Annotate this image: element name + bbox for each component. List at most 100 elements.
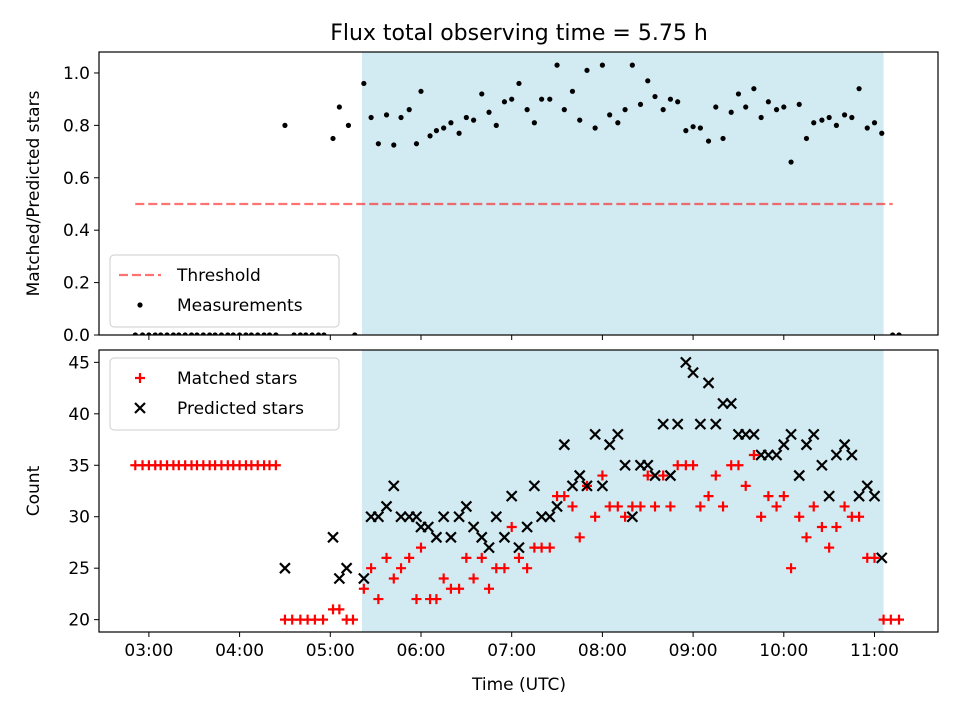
matched-star-point [808,501,819,512]
predicted-star-point [619,459,631,472]
matched-star-point [748,449,759,460]
predicted-star-point [460,500,473,513]
predicted-star-point [702,377,715,389]
measurement-point [236,332,243,335]
measurement-point [856,86,862,92]
measurement-point [743,104,749,110]
measurement-point [248,332,254,335]
measurement-point [433,128,440,134]
measurement-point [841,112,848,118]
measurement-point [896,332,902,335]
predicted-star-point [770,449,783,461]
measurement-point [652,93,658,100]
matched-star-point [650,501,661,512]
y-tick-label: 0.6 [63,169,90,189]
measurement-point [486,109,492,115]
predicted-star-point [453,510,465,523]
predicted-star-point [596,480,609,492]
matched-star-point [334,604,345,615]
matched-star-point [499,563,510,574]
legend: Threshold Measurements [109,254,340,328]
predicted-star-point [521,521,533,533]
measurement-point [406,107,412,113]
matched-star-point [597,470,608,481]
matched-star-point [438,573,449,584]
matched-star-point [404,552,415,563]
measurement-point [713,104,719,110]
series-measurements [132,62,902,335]
measurement-point [456,130,462,136]
measurement-point [667,96,674,102]
predicted-star-point [853,490,865,502]
measurement-point [321,332,327,335]
measurement-point [132,332,138,335]
measurement-point [158,332,164,335]
predicted-star-point [800,438,813,451]
measurement-point [243,332,249,335]
predicted-star-point [649,469,661,482]
matched-star-point [270,460,281,471]
measurement-point [441,125,447,131]
measurement-point [622,107,628,113]
axes-frame [98,51,939,336]
legend-measurement-swatch [137,302,143,308]
measurement-point [516,80,522,87]
legend-box [109,357,340,431]
measurement-point [690,124,696,130]
matched-star-point [590,511,601,522]
matched-star-point [740,480,751,491]
measurement-point [819,117,825,123]
predicted-star-point [861,480,874,492]
measurement-point [375,141,381,147]
measurement-point [765,99,771,105]
predicted-star-point [445,531,457,544]
matched-star-point [468,573,479,584]
measurement-point [773,107,780,113]
predicted-star-point [838,438,851,451]
predicted-star-point [430,531,443,544]
legend-label: Matched stars [177,369,297,389]
y-axis-label: Count [24,465,44,516]
matched-star-point [816,522,827,533]
predicted-star-point [589,428,601,441]
x-axis-label: Time (UTC) [471,675,566,695]
measurement-point [291,332,297,335]
predicted-star-point [868,490,881,502]
matched-star-point [347,614,358,625]
measurement-point [164,332,170,335]
predicted-star-point [846,449,858,461]
legend-label: Threshold [176,266,261,286]
predicted-star-point [687,366,699,379]
measurement-point [207,332,213,335]
predicted-star-point [875,552,888,564]
measurement-point [629,62,635,68]
axes-frame [98,349,939,633]
plot-content [132,62,902,335]
predicted-star-point [573,469,586,482]
measurement-point [547,96,553,102]
predicted-star-point [498,531,511,544]
matched-star-point [831,522,842,533]
measurement-point [584,67,590,73]
series-matched-stars [130,449,904,625]
predicted-star-point [483,541,495,554]
measurement-point [309,332,315,335]
matched-star-point [544,542,555,553]
measurement-point [479,91,485,97]
matched-star-point [839,501,850,512]
predicted-star-point [437,510,450,523]
measurement-point [833,122,840,128]
x-tick-label: 04:00 [215,641,264,661]
predicted-star-point [785,428,797,441]
y-tick-label: 1.0 [63,64,90,84]
y-tick-label: 0.0 [63,326,90,346]
matched-star-point [642,470,653,481]
predicted-star-point [830,449,843,461]
predicted-star-point [778,438,790,451]
measurement-point [637,101,644,108]
measurement-point [660,107,666,113]
measurement-point [781,104,787,110]
x-tick-label: 05:00 [306,641,355,661]
measurement-point [599,62,606,68]
